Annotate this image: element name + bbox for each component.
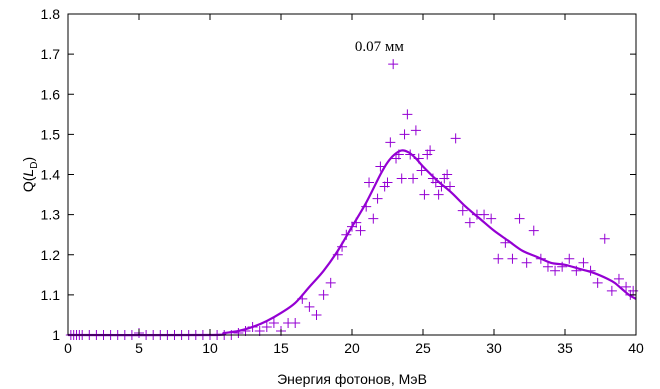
y-tick-label: 1.8 [41,6,61,22]
data-point [592,277,603,288]
data-point [402,109,413,120]
data-point [396,173,407,184]
data-point [457,205,468,216]
x-tick-label: 10 [202,340,218,356]
data-point [410,125,421,136]
x-tick-label: 0 [64,340,72,356]
data-point [318,289,329,300]
x-tick-label: 5 [135,340,143,356]
data-point [599,233,610,244]
data-point [433,189,444,200]
data-point [311,309,322,320]
data-point [450,133,461,144]
data-point [388,59,399,70]
x-axis-title: Энергия фотонов, МэВ [277,371,427,387]
y-tick-label: 1.7 [41,46,61,62]
y-axis-title-italic: L [20,169,36,177]
y-axis-title-close: ) [20,157,36,162]
data-point [290,317,301,328]
y-tick-label: 1.3 [41,207,61,223]
data-point [382,177,393,188]
data-point [439,173,450,184]
data-point [261,321,272,332]
chart-marks [65,59,639,340]
data-point [355,225,366,236]
x-tick-label: 15 [273,340,289,356]
y-axis-title: Q(LD) [20,157,40,192]
data-point [372,193,383,204]
data-point [233,327,244,338]
y-tick-label: 1.5 [41,126,61,142]
data-point [564,253,575,264]
data-point [521,257,532,268]
x-tick-label: 30 [486,340,502,356]
data-point [507,253,518,264]
data-point [254,325,265,336]
x-tick-label: 35 [557,340,573,356]
data-point [486,213,497,224]
data-point [419,189,430,200]
y-tick-label: 1.2 [41,247,61,263]
data-point [385,137,396,148]
y-tick-label: 1.6 [41,86,61,102]
data-point [514,213,525,224]
data-point [399,129,410,140]
data-point [542,261,553,272]
axis-ticks: 0 5 10 15 20 25 30 35 40 1 1.1 1.2 1.3 1.4 1.5 1.6 1.7 1.… [41,6,644,356]
data-point [578,257,589,268]
data-point [425,145,436,156]
x-tick-label: 40 [628,340,644,356]
x-tick-label: 25 [415,340,431,356]
data-point [442,169,453,180]
data-point [408,173,419,184]
data-point [550,265,561,276]
data-point [606,285,617,296]
y-tick-label: 1.1 [41,287,61,303]
y-tick-label: 1.4 [41,167,61,183]
y-axis-title-main: Q( [20,176,36,192]
data-point [422,149,433,160]
y-tick-label: 1 [52,327,60,343]
x-tick-label: 20 [344,340,360,356]
data-point [621,281,632,292]
data-point [325,277,336,288]
data-point [479,209,490,220]
plot-frame [67,13,637,336]
data-point [528,225,539,236]
data-point [364,177,375,188]
data-point [304,301,315,312]
fit-curve [67,149,637,337]
data-point [379,181,390,192]
chart-annotation: 0.07 мм [355,39,404,55]
data-point [493,253,504,264]
y-axis-title-subscript: D [29,162,40,169]
data-point [268,317,279,328]
data-point [368,213,379,224]
data-point [613,273,624,284]
data-point [416,165,427,176]
data-point [464,217,475,228]
